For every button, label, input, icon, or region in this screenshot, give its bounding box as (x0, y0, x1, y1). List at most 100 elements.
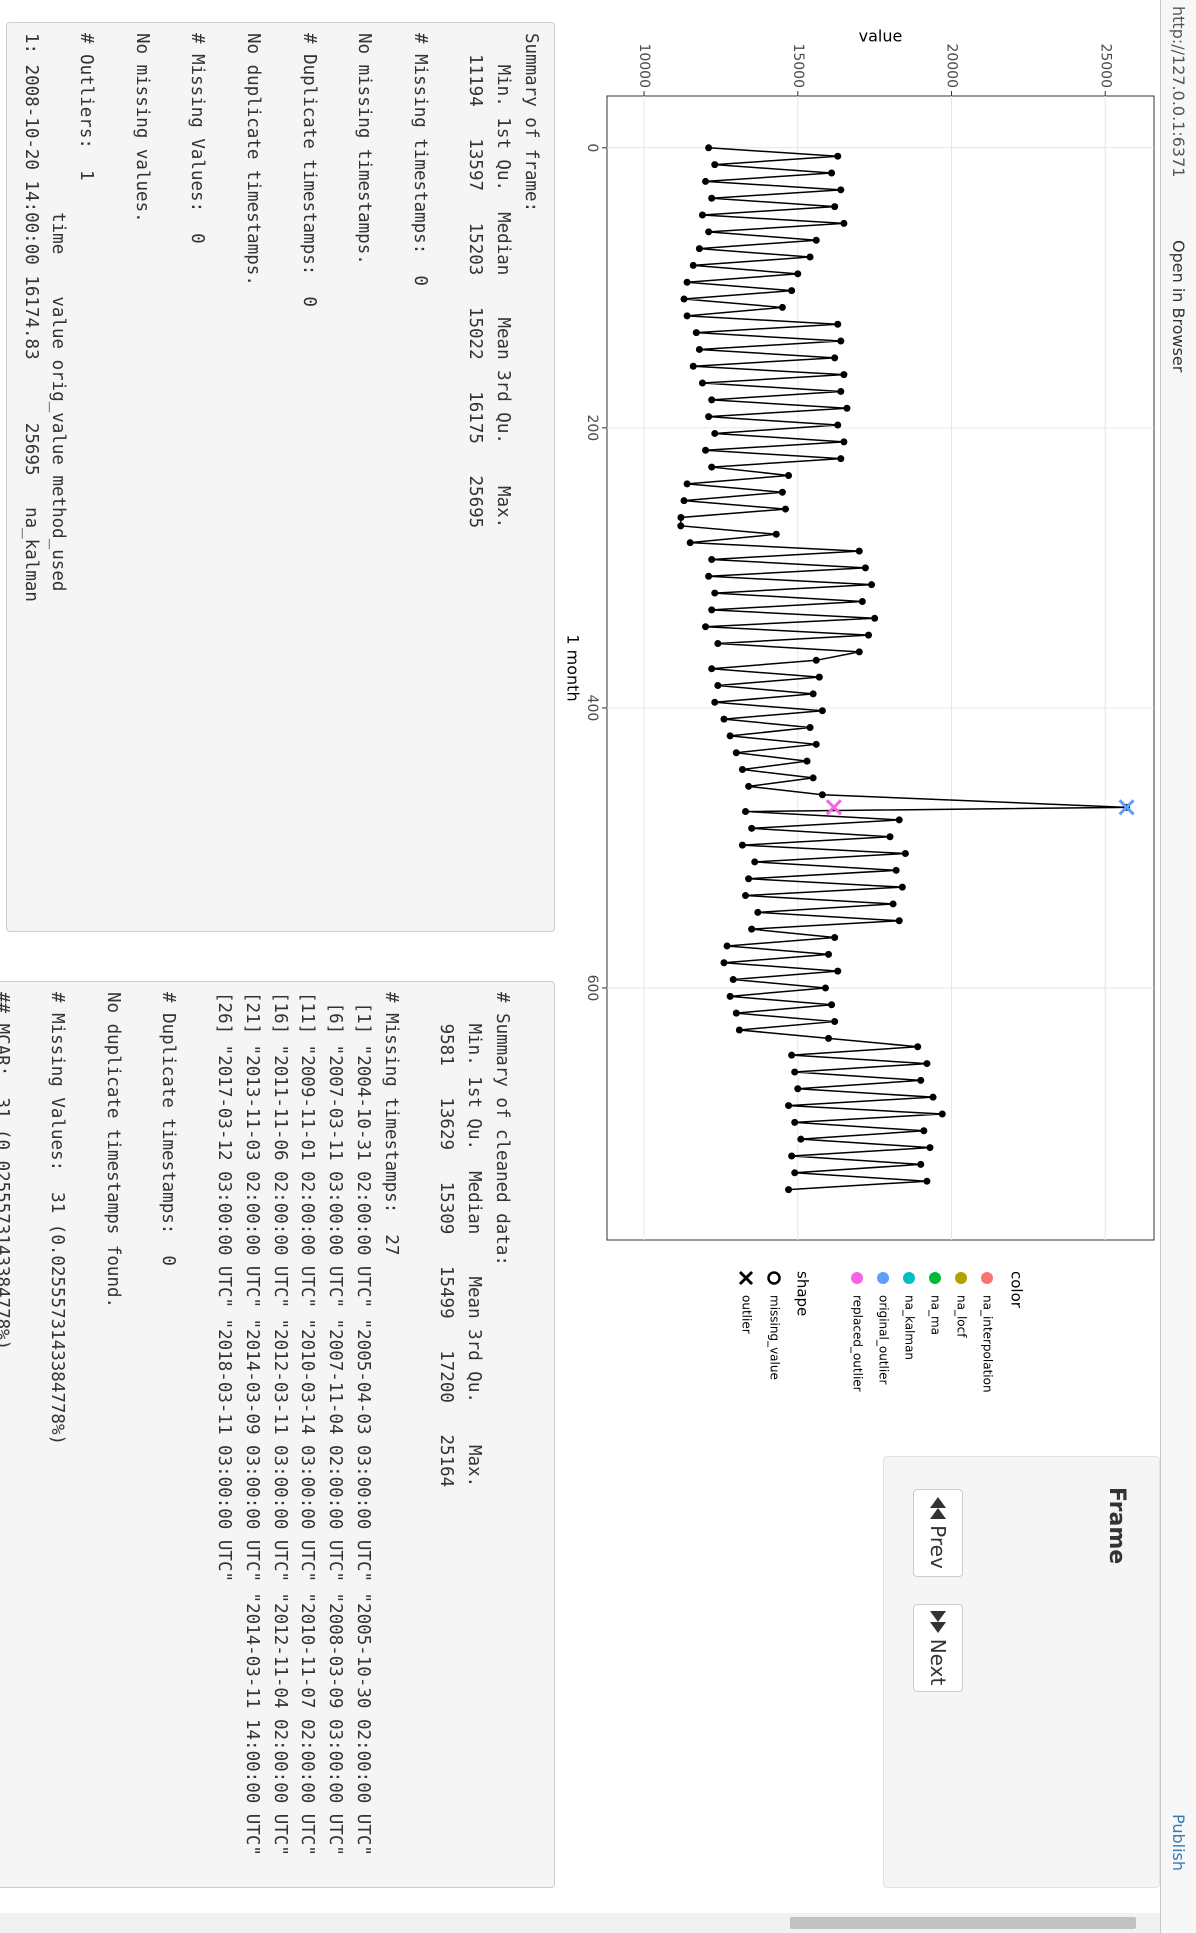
legend-swatch (955, 1272, 967, 1284)
next-label: Next (926, 1638, 950, 1686)
point (708, 606, 716, 614)
point (683, 312, 691, 320)
point (748, 824, 756, 832)
point (812, 740, 820, 748)
point (828, 169, 836, 177)
point (698, 379, 706, 387)
y-tick-label: 25000 (1097, 43, 1113, 88)
point (834, 967, 842, 975)
legend-label: original_outlier (877, 1295, 891, 1385)
y-axis-label: value (859, 27, 903, 46)
paragraph: No missing values. (127, 33, 155, 931)
point (901, 850, 909, 858)
point (677, 513, 685, 521)
point (843, 404, 851, 412)
scroll-thumb[interactable] (790, 1917, 1136, 1929)
point (778, 488, 786, 496)
text-line: time value orig_value method_used (48, 33, 69, 592)
point (818, 791, 826, 799)
point (892, 866, 900, 874)
point (711, 429, 719, 437)
point (809, 690, 817, 698)
point (705, 228, 713, 236)
x-tick-label: 200 (584, 414, 600, 441)
legend-label: missing_value (768, 1295, 782, 1380)
paragraph: No duplicate timestamps. (238, 33, 266, 931)
point (840, 219, 848, 227)
point (834, 421, 842, 429)
text-line: # Summary of cleaned data: (492, 992, 512, 1266)
text-line: 9581 13629 15309 15499 17200 25164 (436, 992, 457, 1498)
scrollbar[interactable] (0, 1913, 1160, 1933)
point (809, 774, 817, 782)
point (920, 1127, 928, 1135)
point (711, 589, 719, 597)
point (914, 1043, 922, 1051)
legend-swatch (981, 1272, 993, 1284)
legend-swatch (929, 1272, 941, 1284)
text-line: ## MCAR: 31 (0.0255573143384778%) (0, 992, 12, 1351)
point (745, 875, 753, 883)
paragraph: ## MCAR: 31 (0.0255573143384778%) (0, 992, 15, 1887)
text-line: No missing values. (131, 33, 152, 223)
text-line: # Missing timestamps: 0 (409, 33, 430, 286)
point (732, 1009, 740, 1017)
point (785, 471, 793, 479)
point (705, 572, 713, 580)
point (677, 522, 685, 530)
point (695, 245, 703, 253)
y-tick-label: 20000 (944, 43, 960, 88)
point (818, 707, 826, 715)
point (732, 749, 740, 757)
point (831, 354, 839, 362)
point (788, 287, 796, 295)
point (708, 463, 716, 471)
point (705, 413, 713, 421)
point (821, 984, 829, 992)
point (751, 858, 759, 866)
point (702, 446, 710, 454)
x-tick-label: 0 (584, 143, 600, 152)
text-line: # Duplicate timestamps: 0 (158, 992, 179, 1266)
point (711, 698, 719, 706)
text-line: [16] "2011-11-06 02:00:00 UTC" "2012-03-… (269, 992, 290, 1856)
paragraph: # Duplicate timestamps: 0 (294, 33, 322, 931)
point (837, 387, 845, 395)
point (825, 950, 833, 958)
point (689, 261, 697, 269)
replaced-marker (825, 799, 842, 816)
point (840, 371, 848, 379)
text-line: 11194 13597 15203 15022 16175 25695 (465, 33, 486, 539)
text-line: Summary of frame: (521, 33, 541, 213)
next-button[interactable]: Next (913, 1604, 963, 1692)
point (754, 908, 762, 916)
point (917, 1160, 925, 1168)
prev-button[interactable]: Prev (913, 1489, 963, 1577)
point (938, 1110, 946, 1118)
point (695, 345, 703, 353)
point (791, 1169, 799, 1177)
point (797, 1135, 805, 1143)
prev-icon (930, 1497, 946, 1520)
point (898, 883, 906, 891)
point (683, 480, 691, 488)
point (729, 976, 737, 984)
point (791, 1068, 799, 1076)
point (895, 917, 903, 925)
legend-label: na_interpolation (981, 1295, 995, 1393)
point (923, 1177, 931, 1185)
point (831, 203, 839, 211)
point (868, 581, 876, 589)
text-line: [1] "2004-10-31 02:00:00 UTC" "2005-04-0… (353, 992, 374, 1856)
point (742, 892, 750, 900)
outlier-marker (1118, 799, 1135, 816)
point (803, 757, 811, 765)
text-line: [6] "2007-03-11 03:00:00 UTC" "2007-11-0… (325, 992, 346, 1856)
point (834, 320, 842, 328)
point (748, 925, 756, 933)
point (689, 362, 697, 370)
paragraph: # Outliers: 1 time value orig_value meth… (16, 33, 99, 931)
point (723, 942, 731, 950)
point (837, 186, 845, 194)
point (738, 841, 746, 849)
